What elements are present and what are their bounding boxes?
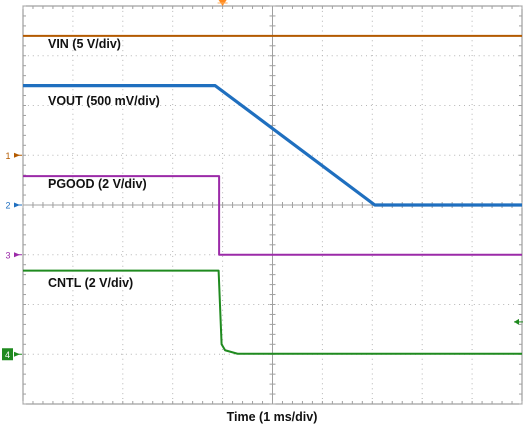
- channel-marker-text: 3: [5, 250, 10, 260]
- channel-marker-4: 4: [2, 348, 22, 361]
- channel-marker-text: 2: [5, 201, 10, 211]
- cntl-trace: [23, 269, 522, 355]
- channel-marker-1: 1: [5, 151, 22, 161]
- channel-marker-text: 1: [5, 151, 10, 161]
- trace-layer: [23, 34, 522, 355]
- x-axis-label: Time (1 ms/div): [227, 410, 318, 424]
- channel-marker-text: 4: [5, 350, 10, 360]
- pgood-trace: [23, 175, 522, 256]
- cntl-trace-label: CNTL (2 V/div): [48, 276, 133, 290]
- channel-marker-2: 2: [5, 201, 22, 211]
- channel-marker-3: 3: [5, 250, 22, 260]
- pgood-trace-label: PGOOD (2 V/div): [48, 177, 147, 191]
- vout-trace-label: VOUT (500 mV/div): [48, 94, 160, 108]
- vout-trace: [23, 83, 522, 207]
- channel-marker-box: [2, 348, 13, 361]
- channel-markers: 1 2 3 4: [2, 0, 523, 361]
- vin-trace-label: VIN (5 V/div): [48, 37, 121, 51]
